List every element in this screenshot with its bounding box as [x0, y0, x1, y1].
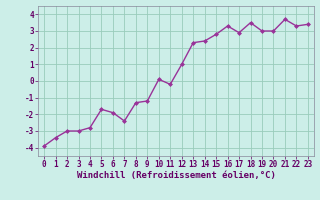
X-axis label: Windchill (Refroidissement éolien,°C): Windchill (Refroidissement éolien,°C): [76, 171, 276, 180]
